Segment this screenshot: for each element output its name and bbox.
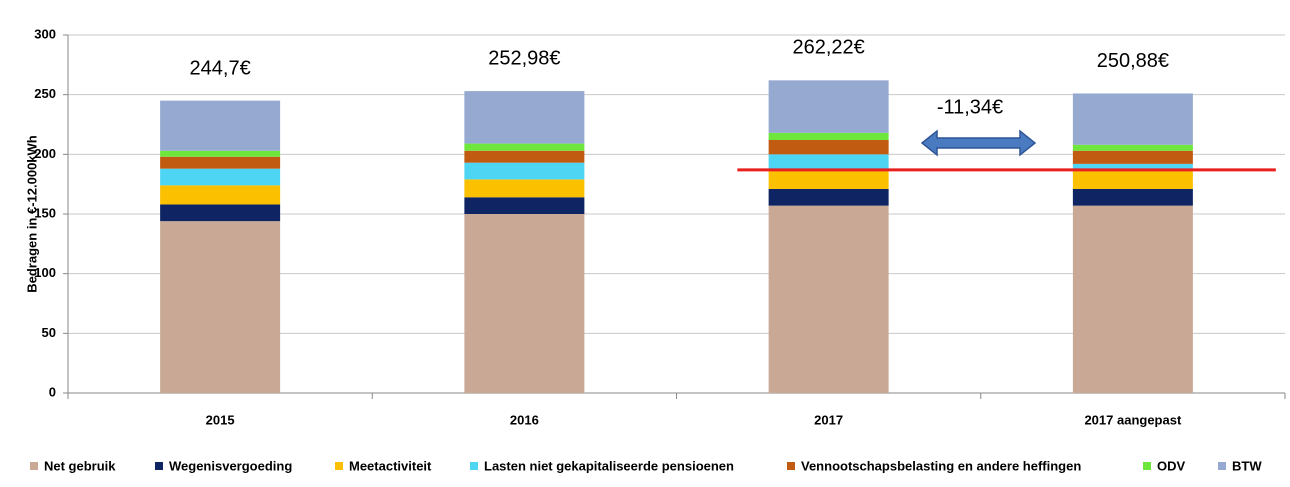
bar-segment bbox=[160, 156, 281, 169]
bar-segment bbox=[1072, 163, 1193, 172]
bar-segment bbox=[1072, 205, 1193, 393]
y-tick-label: 100 bbox=[34, 265, 56, 280]
bar-segment bbox=[768, 132, 889, 141]
bar-segment bbox=[464, 143, 585, 151]
legend-swatch bbox=[335, 462, 343, 470]
y-tick-label: 50 bbox=[42, 325, 56, 340]
total-label: 250,88€ bbox=[1097, 50, 1169, 72]
bar-segment bbox=[768, 140, 889, 155]
bar-segment bbox=[768, 80, 889, 133]
legend-label: ODV bbox=[1157, 458, 1186, 473]
bar-segment bbox=[160, 150, 281, 157]
y-tick-label: 300 bbox=[34, 26, 56, 41]
bar-segment bbox=[1072, 144, 1193, 151]
difference-annotation: -11,34€ bbox=[937, 96, 1003, 118]
bar-segment bbox=[160, 204, 281, 222]
y-tick-label: 150 bbox=[34, 205, 56, 220]
bar-segment bbox=[160, 185, 281, 205]
bar-segment bbox=[1072, 171, 1193, 189]
x-tick-label: 2015 bbox=[206, 412, 235, 427]
legend-label: Net gebruik bbox=[44, 458, 116, 473]
legend-label: Lasten niet gekapitaliseerde pensioenen bbox=[484, 458, 734, 473]
bar-segment bbox=[768, 188, 889, 206]
x-tick-label: 2016 bbox=[510, 412, 539, 427]
y-tick-label: 250 bbox=[34, 86, 56, 101]
total-label: 252,98€ bbox=[488, 47, 560, 69]
legend-label: Vennootschapsbelasting en andere heffing… bbox=[801, 458, 1081, 473]
bar-segment bbox=[464, 197, 585, 214]
total-label: 244,7€ bbox=[190, 57, 251, 79]
bar-segment bbox=[768, 171, 889, 189]
legend-swatch bbox=[30, 462, 38, 470]
bar-segment bbox=[768, 205, 889, 393]
legend-swatch bbox=[470, 462, 478, 470]
bar-segment bbox=[464, 179, 585, 198]
plot: 0 50 100 150 200 250 300 2015 244,7€ 2016 252,98€ 2… bbox=[30, 26, 1286, 473]
x-tick-label: 2017 bbox=[814, 412, 843, 427]
legend-label: Meetactiviteit bbox=[349, 458, 432, 473]
double-arrow bbox=[920, 129, 1037, 157]
y-tick-label: 0 bbox=[49, 384, 56, 399]
total-label: 262,22€ bbox=[792, 36, 864, 58]
bar-segment bbox=[464, 162, 585, 180]
legend-label: BTW bbox=[1232, 458, 1262, 473]
y-axis-label: Bedragen in €-12.000kWh bbox=[24, 135, 39, 293]
legend-swatch bbox=[787, 462, 795, 470]
bar-segment bbox=[464, 214, 585, 393]
bar-segment bbox=[160, 168, 281, 186]
bar-segment bbox=[464, 91, 585, 144]
bar-segment bbox=[160, 100, 281, 151]
bar-segment bbox=[1072, 93, 1193, 145]
bar-segment bbox=[1072, 188, 1193, 206]
y-tick-label: 200 bbox=[34, 146, 56, 161]
bar-segment bbox=[464, 150, 585, 163]
legend-swatch bbox=[1218, 462, 1226, 470]
legend-swatch bbox=[1143, 462, 1151, 470]
legend-label: Wegenisvergoeding bbox=[169, 458, 292, 473]
x-tick-label: 2017 aangepast bbox=[1084, 412, 1182, 427]
bar-segment bbox=[1072, 150, 1193, 164]
bar-segment bbox=[160, 221, 281, 393]
legend-swatch bbox=[155, 462, 163, 470]
bar-segment bbox=[768, 154, 889, 172]
